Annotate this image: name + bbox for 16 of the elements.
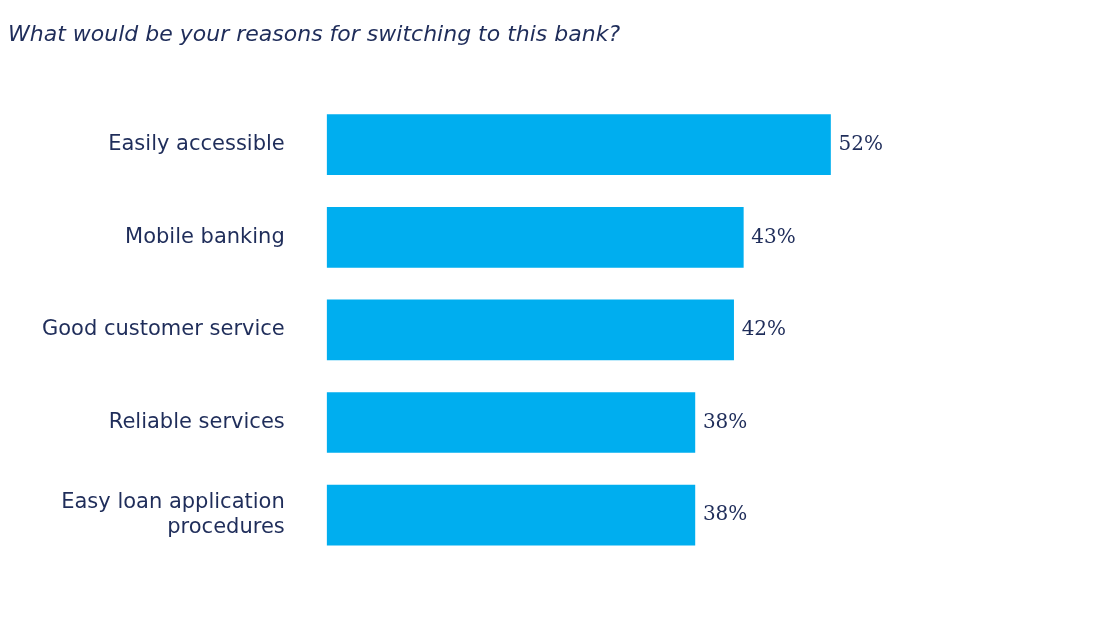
bar: [326, 484, 696, 546]
bar: [326, 114, 831, 176]
bar: [326, 299, 734, 361]
data-label: 52%: [838, 130, 883, 155]
y-tick-label: Easy loan application procedures: [61, 488, 285, 539]
bar: [326, 392, 696, 453]
y-tick-label: Mobile banking: [125, 223, 285, 248]
data-label: 42%: [741, 316, 787, 341]
y-tick-label: Reliable services: [108, 408, 285, 433]
bar: [326, 206, 744, 268]
data-label: 38%: [702, 501, 748, 526]
data-label: 43%: [751, 223, 796, 248]
y-tick-label: Good customer service: [42, 316, 285, 341]
data-label: 38%: [702, 408, 748, 433]
y-tick-label: Easily accessible: [108, 131, 285, 156]
chart-title: What would be your reasons for switching to this bank?: [8, 20, 621, 46]
